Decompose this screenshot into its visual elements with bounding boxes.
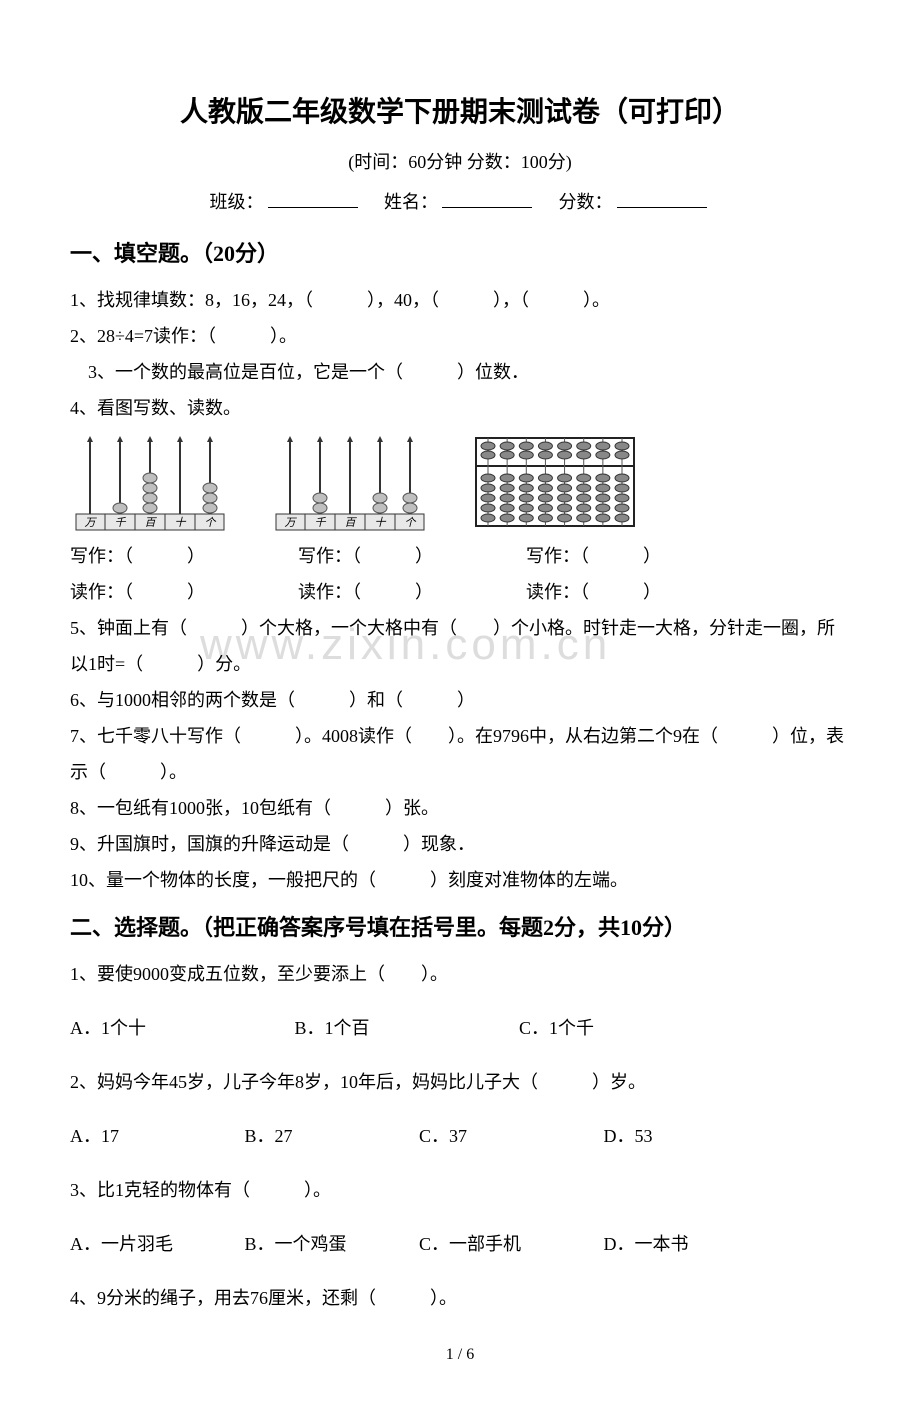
s2-q2-a: A．17 — [70, 1118, 240, 1154]
page-footer: 1 / 6 — [70, 1346, 850, 1364]
s2-q2: 2、妈妈今年45岁，儿子今年8岁，10年后，妈妈比儿子大（ ）岁。 — [70, 1064, 850, 1100]
s2-q1: 1、要使9000变成五位数，至少要添上（ ）。 — [70, 956, 850, 992]
s1-q6: 6、与1000相邻的两个数是（ ）和（ ） — [70, 682, 850, 718]
s2-q1-opts: A．1个十 B．1个百 C．1个千 — [70, 1010, 850, 1046]
read-row: 读作：（ ） 读作：（ ） 读作：（ ） — [70, 574, 850, 610]
name-blank — [442, 189, 532, 208]
s2-q2-b: B．27 — [245, 1118, 415, 1154]
abacus-3 — [470, 432, 640, 532]
write-row: 写作：（ ） 写作：（ ） 写作：（ ） — [70, 538, 850, 574]
read-3: 读作：（ ） — [526, 574, 726, 610]
s2-q2-d: D．53 — [604, 1118, 653, 1154]
svg-text:十: 十 — [375, 516, 387, 529]
s2-q3-c: C．一部手机 — [419, 1226, 599, 1262]
score-blank — [617, 189, 707, 208]
s1-q1: 1、找规律填数：8，16，24，（ ），40，（ ），（ ）。 — [70, 282, 850, 318]
score-label: 分数： — [559, 192, 613, 212]
s2-q3-a: A．一片羽毛 — [70, 1226, 240, 1262]
s2-q3: 3、比1克轻的物体有（ ）。 — [70, 1172, 850, 1208]
s2-q1-b: B．1个百 — [295, 1010, 515, 1046]
svg-text:十: 十 — [175, 516, 187, 529]
abacus-1: 万千百十个 — [70, 432, 230, 532]
info-line: 班级： 姓名： 分数： — [70, 188, 850, 214]
abacus-2: 万千百十个 — [270, 432, 430, 532]
s2-q2-opts: A．17 B．27 C．37 D．53 — [70, 1118, 850, 1154]
svg-text:个: 个 — [205, 516, 217, 529]
s2-q4: 4、9分米的绳子，用去76厘米，还剩（ ）。 — [70, 1280, 850, 1316]
page-title: 人教版二年级数学下册期末测试卷（可打印） — [70, 90, 850, 130]
s1-q9: 9、升国旗时，国旗的升降运动是（ ）现象． — [70, 826, 850, 862]
s2-q2-c: C．37 — [419, 1118, 599, 1154]
abacus-row: 万千百十个 万千百十个 — [70, 432, 850, 532]
s1-q2: 2、28÷4=7读作：（ ）。 — [70, 318, 850, 354]
write-2: 写作：（ ） — [298, 538, 498, 574]
s2-q3-opts: A．一片羽毛 B．一个鸡蛋 C．一部手机 D．一本书 — [70, 1226, 850, 1262]
write-1: 写作：（ ） — [70, 538, 270, 574]
svg-text:千: 千 — [315, 516, 327, 529]
s1-q8: 8、一包纸有1000张，10包纸有（ ）张。 — [70, 790, 850, 826]
read-1: 读作：（ ） — [70, 574, 270, 610]
class-label: 班级： — [210, 192, 264, 212]
s2-q3-d: D．一本书 — [604, 1226, 689, 1262]
s2-q3-b: B．一个鸡蛋 — [245, 1226, 415, 1262]
section2-heading: 二、选择题。（把正确答案序号填在括号里。每题2分，共10分） — [70, 910, 850, 942]
class-blank — [268, 189, 358, 208]
read-2: 读作：（ ） — [298, 574, 498, 610]
section1-heading: 一、填空题。（20分） — [70, 236, 850, 268]
s1-q7: 7、七千零八十写作（ ）。4008读作（ ）。在9796中，从右边第二个9在（ … — [70, 718, 850, 790]
name-label: 姓名： — [384, 192, 438, 212]
subtitle: (时间：60分钟 分数：100分) — [70, 148, 850, 174]
s1-q10: 10、量一个物体的长度，一般把尺的（ ）刻度对准物体的左端。 — [70, 862, 850, 898]
s1-q3: 3、一个数的最高位是百位，它是一个（ ）位数． — [70, 354, 850, 390]
svg-text:个: 个 — [405, 516, 417, 529]
s1-q4: 4、看图写数、读数。 — [70, 390, 850, 426]
s2-q1-a: A．1个十 — [70, 1010, 290, 1046]
s2-q1-c: C．1个千 — [519, 1010, 594, 1046]
s1-q5: 5、钟面上有（ ）个大格，一个大格中有（ ）个小格。时针走一大格，分针走一圈，所… — [70, 610, 850, 682]
write-3: 写作：（ ） — [526, 538, 726, 574]
svg-text:千: 千 — [115, 516, 127, 529]
